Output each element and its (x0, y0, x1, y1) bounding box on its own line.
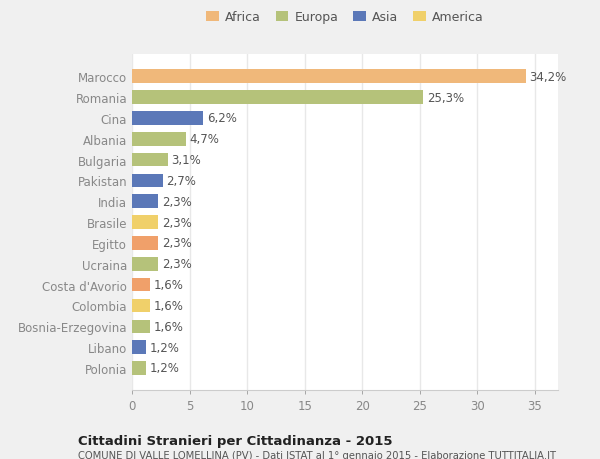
Bar (132, 70, 526, 84)
Bar (132, 112, 203, 125)
Text: 1,6%: 1,6% (154, 279, 184, 291)
Text: 1,6%: 1,6% (154, 320, 184, 333)
Bar (132, 278, 151, 292)
Bar (132, 361, 146, 375)
Bar (132, 341, 146, 354)
Text: 2,3%: 2,3% (162, 216, 191, 229)
Bar (132, 153, 167, 167)
Text: 6,2%: 6,2% (207, 112, 237, 125)
Text: 25,3%: 25,3% (427, 91, 464, 104)
Text: 1,6%: 1,6% (154, 299, 184, 312)
Text: COMUNE DI VALLE LOMELLINA (PV) - Dati ISTAT al 1° gennaio 2015 - Elaborazione TU: COMUNE DI VALLE LOMELLINA (PV) - Dati IS… (78, 450, 556, 459)
Bar (132, 216, 158, 230)
Text: Cittadini Stranieri per Cittadinanza - 2015: Cittadini Stranieri per Cittadinanza - 2… (78, 434, 392, 447)
Text: 1,2%: 1,2% (149, 362, 179, 375)
Bar (132, 299, 151, 313)
Bar (132, 91, 423, 105)
Text: 2,3%: 2,3% (162, 196, 191, 208)
Bar (132, 174, 163, 188)
Bar (132, 133, 186, 146)
Bar (132, 257, 158, 271)
Text: 2,3%: 2,3% (162, 237, 191, 250)
Bar (132, 195, 158, 208)
Text: 34,2%: 34,2% (529, 71, 566, 84)
Text: 3,1%: 3,1% (171, 154, 201, 167)
Text: 4,7%: 4,7% (190, 133, 220, 146)
Text: 1,2%: 1,2% (149, 341, 179, 354)
Text: 2,7%: 2,7% (167, 174, 196, 188)
Bar (132, 237, 158, 250)
Text: 2,3%: 2,3% (162, 257, 191, 271)
Legend: Africa, Europa, Asia, America: Africa, Europa, Asia, America (206, 11, 484, 24)
Bar (132, 320, 151, 333)
